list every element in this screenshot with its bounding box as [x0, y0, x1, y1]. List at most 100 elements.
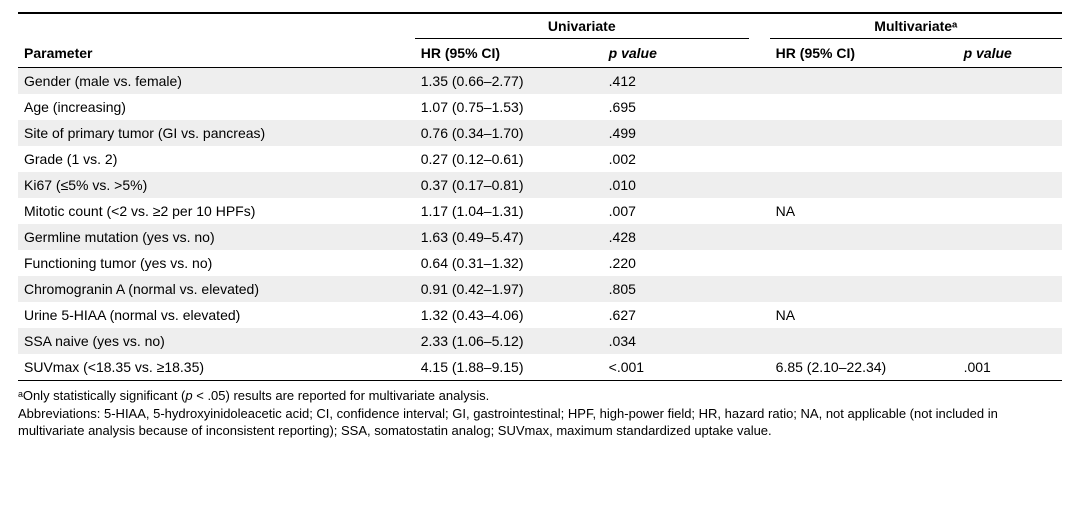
header-gap2: [749, 39, 770, 68]
parameter-cell: Functioning tumor (yes vs. no): [18, 250, 415, 276]
header-multi-p: p value: [958, 39, 1062, 68]
header-uni-hr: HR (95% CI): [415, 39, 603, 68]
uni-p-cell: .010: [603, 172, 749, 198]
multi-hr-cell: [770, 276, 958, 302]
uni-hr-cell: 0.64 (0.31–1.32): [415, 250, 603, 276]
uni-p-cell: .007: [603, 198, 749, 224]
uni-p-cell: .695: [603, 94, 749, 120]
parameter-cell: Ki67 (≤5% vs. >5%): [18, 172, 415, 198]
gap-cell: [749, 276, 770, 302]
multi-p-cell: [958, 302, 1062, 328]
uni-p-cell: .034: [603, 328, 749, 354]
header-uni-p: p value: [603, 39, 749, 68]
uni-p-cell: .002: [603, 146, 749, 172]
multi-hr-cell: [770, 94, 958, 120]
gap-cell: [749, 224, 770, 250]
parameter-cell: Chromogranin A (normal vs. elevated): [18, 276, 415, 302]
parameter-cell: Germline mutation (yes vs. no): [18, 224, 415, 250]
table-row: Ki67 (≤5% vs. >5%)0.37 (0.17–0.81).010: [18, 172, 1062, 198]
header-univariate: Univariate: [415, 13, 749, 39]
table-row: Germline mutation (yes vs. no)1.63 (0.49…: [18, 224, 1062, 250]
multi-p-cell: [958, 172, 1062, 198]
multi-hr-cell: [770, 172, 958, 198]
gap-cell: [749, 94, 770, 120]
parameter-cell: Mitotic count (<2 vs. ≥2 per 10 HPFs): [18, 198, 415, 224]
p-label: p: [609, 45, 618, 61]
uni-p-cell: .627: [603, 302, 749, 328]
table-row: Grade (1 vs. 2)0.27 (0.12–0.61).002: [18, 146, 1062, 172]
p-label: p: [964, 45, 973, 61]
gap-cell: [749, 198, 770, 224]
footnote-abbrev: Abbreviations: 5-HIAA, 5-hydroxyinidolea…: [18, 405, 1062, 440]
multi-p-cell: [958, 198, 1062, 224]
uni-p-cell: .412: [603, 68, 749, 95]
multi-p-cell: [958, 120, 1062, 146]
footnote-a-p: p: [185, 388, 192, 403]
multi-p-cell: [958, 94, 1062, 120]
parameter-cell: SSA naive (yes vs. no): [18, 328, 415, 354]
uni-hr-cell: 2.33 (1.06–5.12): [415, 328, 603, 354]
uni-p-cell: .220: [603, 250, 749, 276]
multi-hr-cell: 6.85 (2.10–22.34): [770, 354, 958, 381]
table-row: Functioning tumor (yes vs. no)0.64 (0.31…: [18, 250, 1062, 276]
uni-hr-cell: 0.91 (0.42–1.97): [415, 276, 603, 302]
multi-hr-cell: [770, 250, 958, 276]
gap-cell: [749, 302, 770, 328]
multi-p-cell: .001: [958, 354, 1062, 381]
footnote-a-prefix: ᵃOnly statistically significant (: [18, 388, 185, 403]
parameter-cell: SUVmax (<18.35 vs. ≥18.35): [18, 354, 415, 381]
uni-p-cell: .805: [603, 276, 749, 302]
table-row: Site of primary tumor (GI vs. pancreas)0…: [18, 120, 1062, 146]
multi-hr-cell: [770, 120, 958, 146]
footnotes: ᵃOnly statistically significant (p < .05…: [18, 387, 1062, 440]
table-row: SUVmax (<18.35 vs. ≥18.35)4.15 (1.88–9.1…: [18, 354, 1062, 381]
table-row: Age (increasing)1.07 (0.75–1.53).695: [18, 94, 1062, 120]
gap-cell: [749, 250, 770, 276]
gap-cell: [749, 146, 770, 172]
multi-hr-cell: [770, 146, 958, 172]
multi-hr-cell: NA: [770, 302, 958, 328]
uni-hr-cell: 1.07 (0.75–1.53): [415, 94, 603, 120]
uni-hr-cell: 0.76 (0.34–1.70): [415, 120, 603, 146]
multi-hr-cell: [770, 328, 958, 354]
uni-p-cell: <.001: [603, 354, 749, 381]
p-suffix: value: [617, 45, 657, 61]
gap-cell: [749, 120, 770, 146]
table-row: Gender (male vs. female)1.35 (0.66–2.77)…: [18, 68, 1062, 95]
table-row: Chromogranin A (normal vs. elevated)0.91…: [18, 276, 1062, 302]
cox-regression-table: Univariate Multivariateᵃ Parameter HR (9…: [18, 12, 1062, 381]
parameter-cell: Gender (male vs. female): [18, 68, 415, 95]
uni-hr-cell: 1.17 (1.04–1.31): [415, 198, 603, 224]
parameter-cell: Age (increasing): [18, 94, 415, 120]
uni-hr-cell: 1.63 (0.49–5.47): [415, 224, 603, 250]
p-suffix: value: [972, 45, 1012, 61]
uni-hr-cell: 0.27 (0.12–0.61): [415, 146, 603, 172]
multi-p-cell: [958, 328, 1062, 354]
uni-hr-cell: 1.35 (0.66–2.77): [415, 68, 603, 95]
parameter-cell: Site of primary tumor (GI vs. pancreas): [18, 120, 415, 146]
table-row: Urine 5-HIAA (normal vs. elevated)1.32 (…: [18, 302, 1062, 328]
header-multi-hr: HR (95% CI): [770, 39, 958, 68]
uni-hr-cell: 4.15 (1.88–9.15): [415, 354, 603, 381]
header-multivariate: Multivariateᵃ: [770, 13, 1062, 39]
multi-p-cell: [958, 68, 1062, 95]
uni-hr-cell: 0.37 (0.17–0.81): [415, 172, 603, 198]
parameter-cell: Urine 5-HIAA (normal vs. elevated): [18, 302, 415, 328]
gap-cell: [749, 328, 770, 354]
table-row: SSA naive (yes vs. no)2.33 (1.06–5.12).0…: [18, 328, 1062, 354]
multi-hr-cell: NA: [770, 198, 958, 224]
header-gap: [749, 13, 770, 39]
multi-p-cell: [958, 250, 1062, 276]
multi-p-cell: [958, 276, 1062, 302]
gap-cell: [749, 68, 770, 95]
header-empty: [18, 13, 415, 39]
multi-p-cell: [958, 146, 1062, 172]
uni-p-cell: .499: [603, 120, 749, 146]
header-parameter: Parameter: [18, 39, 415, 68]
footnote-a-mid: < .05) results are reported for multivar…: [193, 388, 490, 403]
uni-hr-cell: 1.32 (0.43–4.06): [415, 302, 603, 328]
multi-p-cell: [958, 224, 1062, 250]
footnote-a: ᵃOnly statistically significant (p < .05…: [18, 387, 1062, 405]
multi-hr-cell: [770, 68, 958, 95]
parameter-cell: Grade (1 vs. 2): [18, 146, 415, 172]
